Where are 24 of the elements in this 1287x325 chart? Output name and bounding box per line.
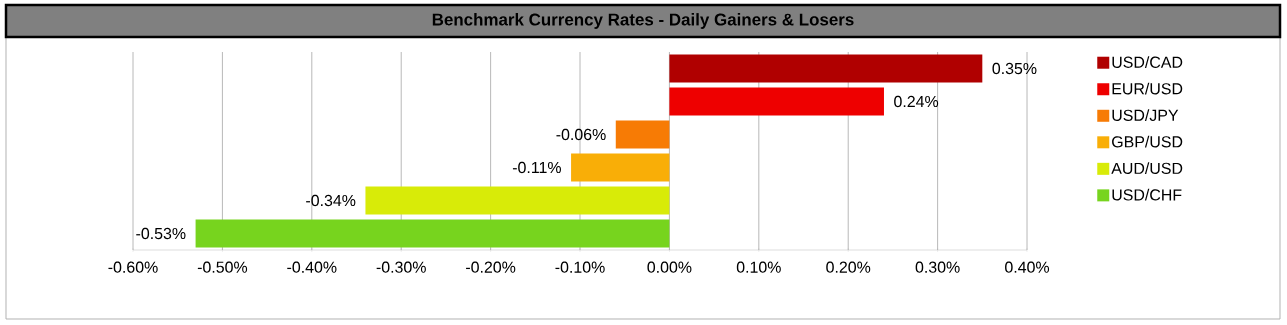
legend-label: USD/CHF <box>1112 188 1182 201</box>
legend-label: USD/JPY <box>1112 109 1179 121</box>
data-label: -0.53% <box>136 227 186 240</box>
x-tick-label: -0.30% <box>376 261 426 273</box>
legend-label: AUD/USD <box>1111 162 1183 175</box>
legend-label: EUR/USD <box>1112 82 1183 95</box>
x-tick-label: 0.40% <box>1005 261 1050 273</box>
legend-label: GBP/USD <box>1112 135 1183 148</box>
legend-label: USD/CAD <box>1112 56 1183 68</box>
data-label: -0.34% <box>306 194 356 207</box>
x-tick-label: 0.10% <box>736 261 781 273</box>
data-label: 0.35% <box>992 62 1037 75</box>
data-label: 0.24% <box>894 95 939 108</box>
data-label: -0.11% <box>512 161 561 174</box>
x-tick-label: 0.20% <box>826 261 871 273</box>
x-tick-label: 0.00% <box>647 261 692 273</box>
x-tick-label: -0.40% <box>287 261 337 273</box>
x-tick-label: 0.30% <box>915 261 960 273</box>
x-tick-label: -0.20% <box>466 261 516 273</box>
chart-title: Benchmark Currency Rates - Daily Gainers & Losers <box>432 13 854 29</box>
x-tick-label: -0.10% <box>555 261 605 273</box>
x-tick-label: -0.60% <box>108 261 158 273</box>
data-label: -0.06% <box>556 128 606 141</box>
x-tick-label: -0.50% <box>197 261 248 273</box>
